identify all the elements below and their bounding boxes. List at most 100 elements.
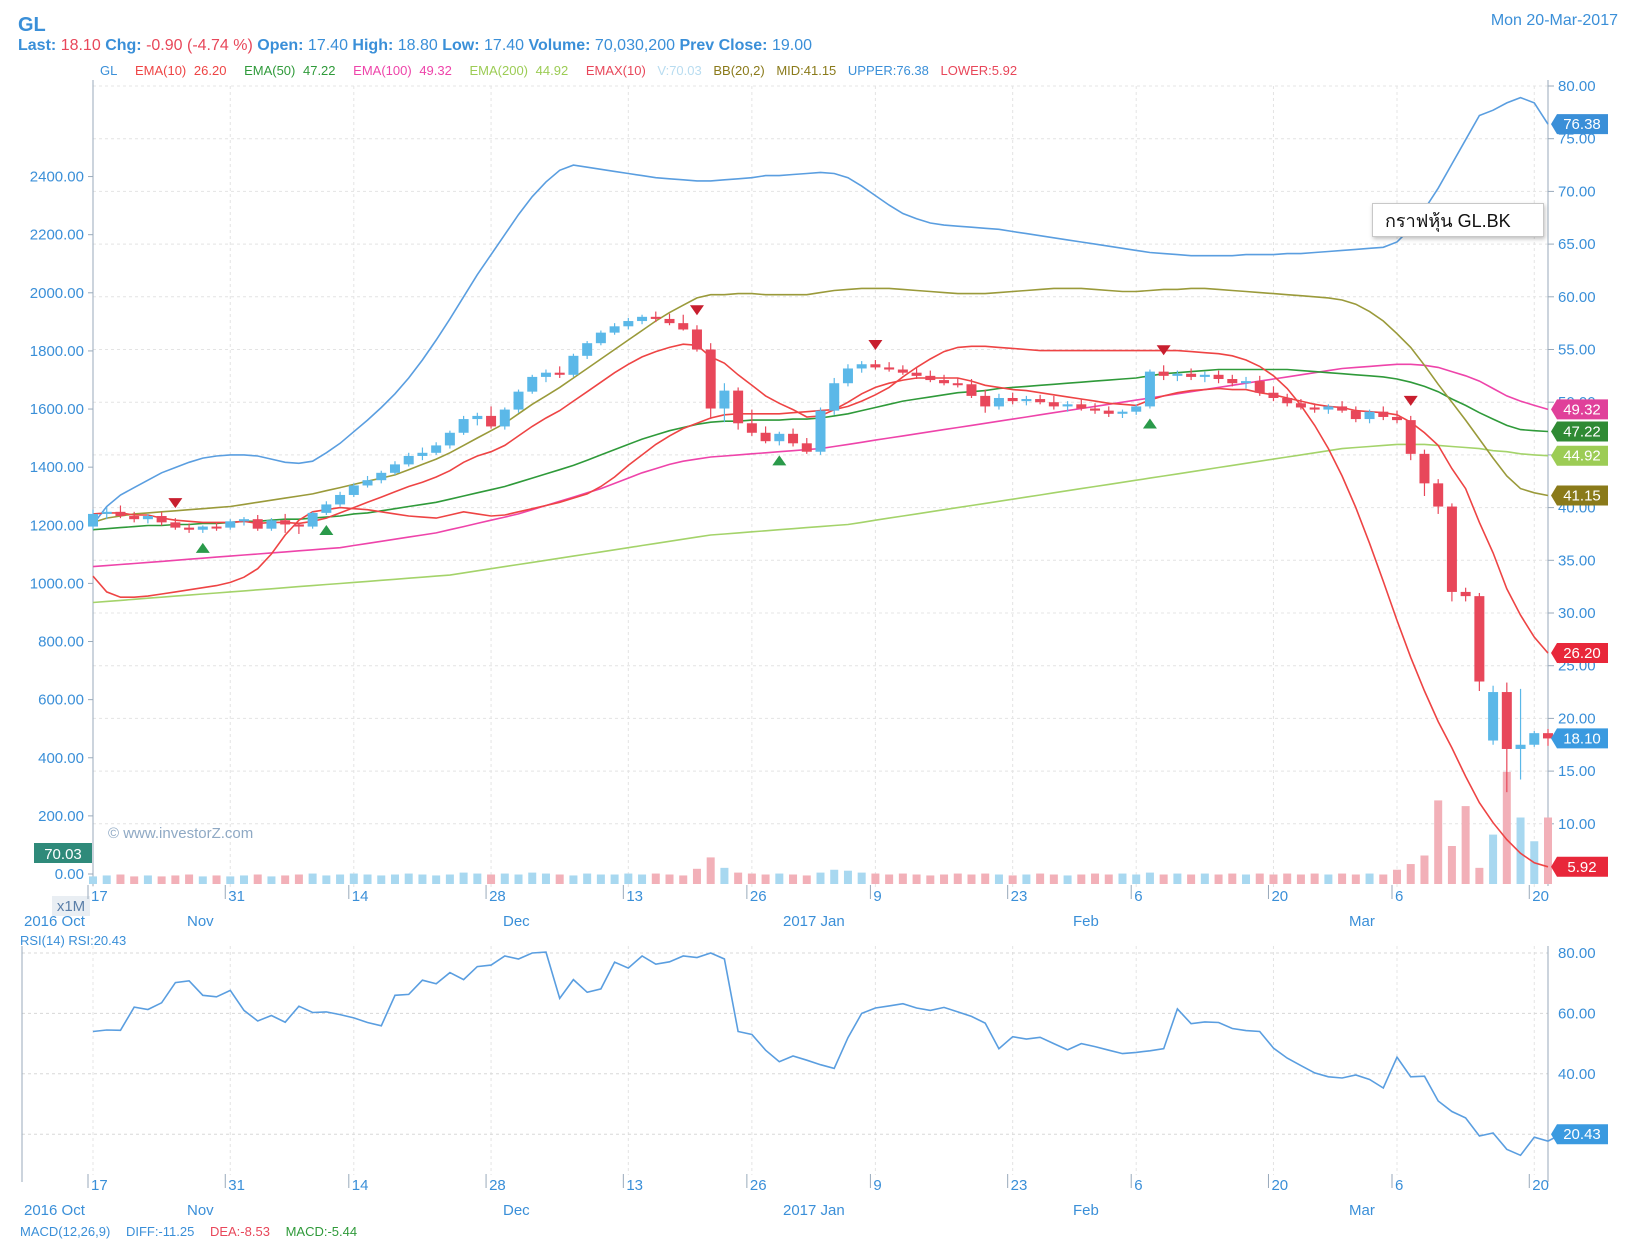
volume-bar [1283,873,1292,884]
candle-body [417,452,428,456]
x-axis-month-label: Feb [1073,913,1099,930]
macd-legend: MACD(12,26,9) DIFF:-11.25 DEA:-8.53 MACD… [20,1224,369,1239]
buy-signal-marker [319,524,334,535]
volume-bar [1475,867,1484,884]
buy-signal-marker [195,542,210,553]
left-axis-label: 0.00 [55,866,84,883]
volume-bar [761,874,770,884]
volume-bar [638,874,647,884]
candle-body [115,511,126,517]
price-label-badge [1551,421,1608,442]
candle-body [101,511,112,514]
candle-body [691,329,702,350]
candle-body [170,522,181,528]
candle-body [911,372,922,376]
candle-body [1529,733,1540,745]
volume-bar [459,872,468,884]
candle-body [815,410,826,452]
macd-legend-macd: MACD:-5.44 [285,1224,358,1239]
volume-bar [185,874,194,884]
candle-body [1282,397,1293,404]
candle-body [554,372,565,375]
legend-ema10-value: 26.20 [193,63,227,78]
candle-body [774,433,785,442]
x-axis-label: 13 [626,888,643,905]
candle-body [760,432,771,442]
candle-body [307,512,318,527]
candle-body [293,524,304,527]
volume-bar [1214,874,1223,884]
price-label-badge [1551,856,1608,877]
volume-bar [514,874,523,884]
rsi-axis-label: 40.00 [1558,1066,1596,1083]
candle-body [403,455,414,465]
volume-bar [569,875,578,884]
x-axis-month-label: Nov [187,913,214,930]
ema200-line [92,443,1549,604]
candle-body [88,513,98,527]
candle-body [238,519,249,522]
candle-body [1090,408,1101,411]
x-axis-label: 9 [873,1177,881,1194]
sell-signal-marker [168,498,183,509]
x-axis-label: 6 [1395,888,1403,905]
left-axis-label: 800.00 [38,634,84,651]
candle-body [527,376,538,392]
volume-bar [692,868,701,884]
volume-bar [198,876,207,884]
prev-close-value: 19.00 [771,37,812,54]
volume-bar [720,867,729,884]
legend-volume: V:70.03 [657,63,702,78]
x-axis-label: 23 [1011,888,1028,905]
volume-bar [102,875,111,884]
left-axis-label: 2200.00 [30,227,84,244]
candle-body [321,504,332,513]
rsi-legend-value: RSI:20.43 [68,933,127,948]
x-axis-label: 28 [489,888,506,905]
legend-ema100: EMA(100) [353,63,412,78]
volume-bar [1489,834,1498,884]
legend-emax: EMAX(10) [585,63,646,78]
volume-last-badge [34,843,92,863]
candle-body [142,516,153,520]
volume-bar [651,873,660,884]
x-axis-label: 20 [1271,1177,1288,1194]
candle-body [1515,744,1526,749]
price-label-badge [1551,445,1608,466]
volume-bar [1406,864,1415,884]
volume-bar [1310,873,1319,884]
candle-body [348,485,359,495]
candle-body [197,526,208,530]
legend-ema200-value: 44.92 [535,63,569,78]
candle-body [1460,591,1471,597]
candle-body [609,326,620,333]
candle-body [1364,411,1375,420]
x-axis-label: 6 [1395,1177,1403,1194]
macd-legend-dea: DEA:-8.53 [209,1224,270,1239]
candle-body [1241,381,1252,384]
left-axis-label: 200.00 [38,808,84,825]
candle-body [376,472,387,481]
volume-bar [1420,855,1429,884]
ema10-line [92,343,1549,654]
candle-body [568,355,579,375]
candle-body [1254,381,1265,393]
x-axis-label: 20 [1271,888,1288,905]
x-axis-month-label: Mar [1349,913,1375,930]
left-axis-label: 2000.00 [30,285,84,302]
legend-ema50-value: 47.22 [302,63,336,78]
candle-body [280,520,291,525]
candle-body [842,368,853,384]
volume-last-label: 70.03 [44,846,82,863]
x-axis-month-label: 2017 Jan [783,913,845,930]
ema100-line [92,363,1549,568]
volume-bar [1365,873,1374,884]
price-label: 18.10 [1563,730,1601,747]
volume-bar [624,873,633,884]
price-label: 26.20 [1563,645,1601,662]
volume-bar [857,872,866,884]
volume-bar [1145,872,1154,884]
candle-body [1076,404,1087,409]
volume-bar [816,872,825,884]
